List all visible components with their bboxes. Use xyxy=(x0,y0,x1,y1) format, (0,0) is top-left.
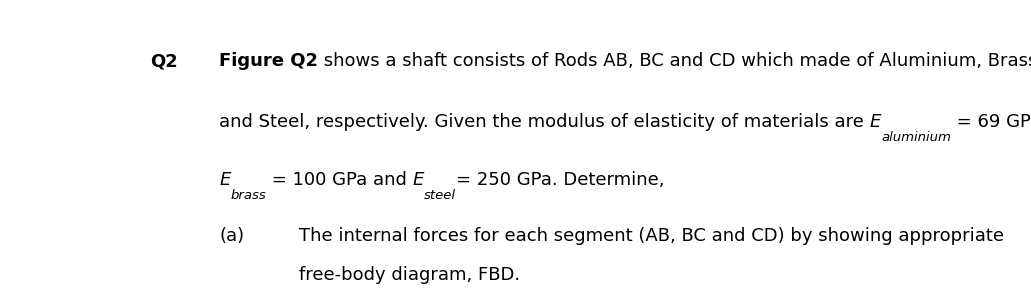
Text: shows a shaft consists of Rods AB, BC and CD which made of Aluminium, Brass: shows a shaft consists of Rods AB, BC an… xyxy=(319,52,1031,70)
Text: and Steel, respectively. Given the modulus of elasticity of materials are: and Steel, respectively. Given the modul… xyxy=(220,113,870,131)
Text: = 100 GPa and: = 100 GPa and xyxy=(266,171,412,188)
Text: (a): (a) xyxy=(220,227,244,245)
Text: E: E xyxy=(220,171,231,188)
Text: free-body diagram, FBD.: free-body diagram, FBD. xyxy=(299,265,521,284)
Text: Figure Q2: Figure Q2 xyxy=(220,52,319,70)
Text: brass: brass xyxy=(231,189,266,202)
Text: E: E xyxy=(870,113,882,131)
Text: The internal forces for each segment (AB, BC and CD) by showing appropriate: The internal forces for each segment (AB… xyxy=(299,227,1004,245)
Text: = 250 GPa. Determine,: = 250 GPa. Determine, xyxy=(457,171,665,188)
Text: aluminium: aluminium xyxy=(882,131,951,144)
Text: Q2: Q2 xyxy=(151,52,178,70)
Text: E: E xyxy=(412,171,425,188)
Text: steel: steel xyxy=(425,189,457,202)
Text: = 69 GPa,: = 69 GPa, xyxy=(951,113,1031,131)
